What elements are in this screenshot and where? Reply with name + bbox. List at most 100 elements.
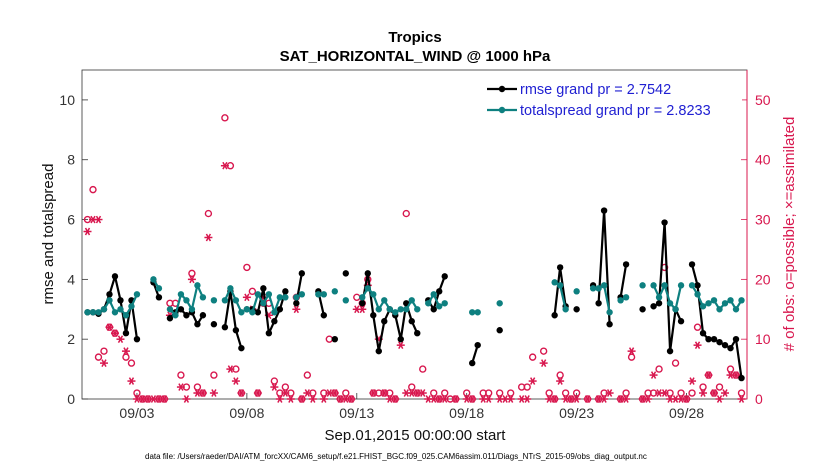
obs-assimilated-marker bbox=[292, 305, 301, 314]
obs-assimilated-marker bbox=[160, 395, 169, 403]
obs-possible-marker bbox=[484, 389, 493, 397]
rmse-point bbox=[282, 288, 289, 295]
obs-assimilated-marker bbox=[99, 359, 108, 367]
spread-point bbox=[441, 300, 448, 307]
obs-assimilated-marker bbox=[297, 395, 306, 403]
spread-point bbox=[738, 297, 745, 304]
spread-series-line bbox=[691, 284, 743, 311]
spread-point bbox=[661, 282, 668, 289]
rmse-point bbox=[375, 347, 382, 355]
obs-assimilated-marker bbox=[127, 377, 136, 385]
spread-point bbox=[199, 294, 207, 301]
obs-possible-marker bbox=[303, 371, 312, 379]
obs-possible-marker bbox=[523, 383, 531, 391]
spread-point bbox=[210, 297, 218, 304]
obs-assimilated-marker bbox=[699, 389, 708, 397]
obs-assimilated-marker bbox=[369, 389, 378, 397]
x-axis-label: Sep.01,2015 00:00:00 start bbox=[325, 427, 507, 444]
spread-point bbox=[260, 300, 267, 307]
rmse-point bbox=[183, 312, 190, 319]
spread-point bbox=[595, 285, 602, 292]
obs-assimilated-marker bbox=[682, 395, 691, 403]
obs-assimilated-marker bbox=[391, 395, 400, 403]
obs-assimilated-marker bbox=[660, 389, 669, 397]
spread-point bbox=[155, 285, 163, 292]
obs-possible-marker bbox=[506, 389, 515, 397]
obs-possible-marker bbox=[463, 389, 471, 397]
obs-assimilated-marker bbox=[523, 395, 532, 403]
chart-subtitle: SAT_HORIZONTAL_WIND @ 1000 hPa bbox=[280, 48, 551, 65]
obs-possible-marker bbox=[188, 269, 196, 278]
spread-point bbox=[243, 306, 251, 313]
obs-assimilated-marker bbox=[418, 389, 427, 397]
spread-point bbox=[655, 294, 663, 301]
spread-point bbox=[639, 282, 646, 289]
rmse-point bbox=[694, 282, 701, 289]
spread-point bbox=[556, 282, 564, 289]
obs-assimilated-marker bbox=[347, 395, 356, 403]
obs-possible-marker bbox=[556, 371, 564, 379]
obs-assimilated-marker bbox=[710, 389, 719, 397]
spread-point bbox=[694, 291, 701, 298]
obs-assimilated-marker bbox=[688, 377, 697, 385]
spread-series-line bbox=[223, 287, 243, 313]
rmse-point bbox=[430, 306, 437, 313]
obs-assimilated-marker bbox=[715, 395, 724, 403]
obs-possible-marker bbox=[408, 383, 416, 391]
rmse-point bbox=[705, 335, 712, 343]
obs-assimilated-marker bbox=[116, 335, 125, 344]
obs-assimilated-marker bbox=[231, 377, 240, 385]
obs-possible-marker bbox=[419, 365, 427, 373]
obs-assimilated-marker bbox=[539, 359, 548, 367]
spread-point bbox=[474, 309, 481, 316]
obs-assimilated-marker bbox=[556, 377, 565, 385]
rmse-point bbox=[111, 273, 119, 280]
spread-point bbox=[496, 300, 503, 307]
rmse-point bbox=[600, 207, 608, 214]
obs-possible-marker bbox=[677, 389, 685, 397]
rmse-point bbox=[298, 270, 306, 277]
rmse-point bbox=[661, 219, 668, 226]
rmse-point bbox=[397, 335, 404, 343]
rmse-point bbox=[650, 303, 657, 310]
spread-point bbox=[128, 303, 135, 310]
obs-possible-marker bbox=[655, 365, 663, 373]
y-right-tick-label: 10 bbox=[755, 331, 771, 347]
rmse-series-line bbox=[223, 290, 243, 349]
obs-possible-marker bbox=[210, 371, 218, 379]
obs-assimilated-marker bbox=[550, 395, 559, 403]
obs-assimilated-marker bbox=[242, 293, 251, 302]
rmse-point bbox=[436, 288, 443, 295]
obs-possible-marker bbox=[561, 389, 570, 397]
obs-assimilated-marker bbox=[303, 389, 312, 397]
rmse-point bbox=[199, 312, 207, 319]
rmse-point bbox=[738, 374, 745, 382]
spread-point bbox=[425, 300, 432, 307]
spread-point bbox=[677, 282, 685, 289]
obs-assimilated-marker bbox=[380, 389, 389, 397]
obs-assimilated-marker bbox=[649, 371, 658, 379]
spread-point bbox=[386, 306, 393, 313]
spread-point bbox=[249, 309, 256, 316]
spread-point bbox=[298, 291, 306, 298]
obs-assimilated-marker bbox=[506, 395, 515, 403]
obs-assimilated-marker bbox=[281, 389, 290, 397]
spread-point bbox=[408, 297, 415, 304]
obs-possible-marker bbox=[342, 389, 350, 397]
spread-point bbox=[133, 291, 141, 298]
obs-possible-marker bbox=[127, 359, 136, 367]
obs-assimilated-marker bbox=[270, 383, 279, 391]
x-tick-label: 09/13 bbox=[339, 405, 374, 421]
y-right-tick-label: 30 bbox=[755, 212, 771, 228]
spread-point bbox=[732, 306, 740, 313]
obs-possible-marker bbox=[545, 389, 553, 397]
obs-possible-marker bbox=[402, 209, 410, 218]
obs-assimilated-marker bbox=[737, 395, 746, 403]
rmse-point bbox=[210, 321, 218, 328]
spread-point bbox=[716, 306, 723, 313]
rmse-point bbox=[381, 318, 388, 325]
spread-point bbox=[573, 288, 580, 295]
obs-assimilated-marker bbox=[182, 395, 191, 403]
rmse-point bbox=[699, 330, 707, 337]
